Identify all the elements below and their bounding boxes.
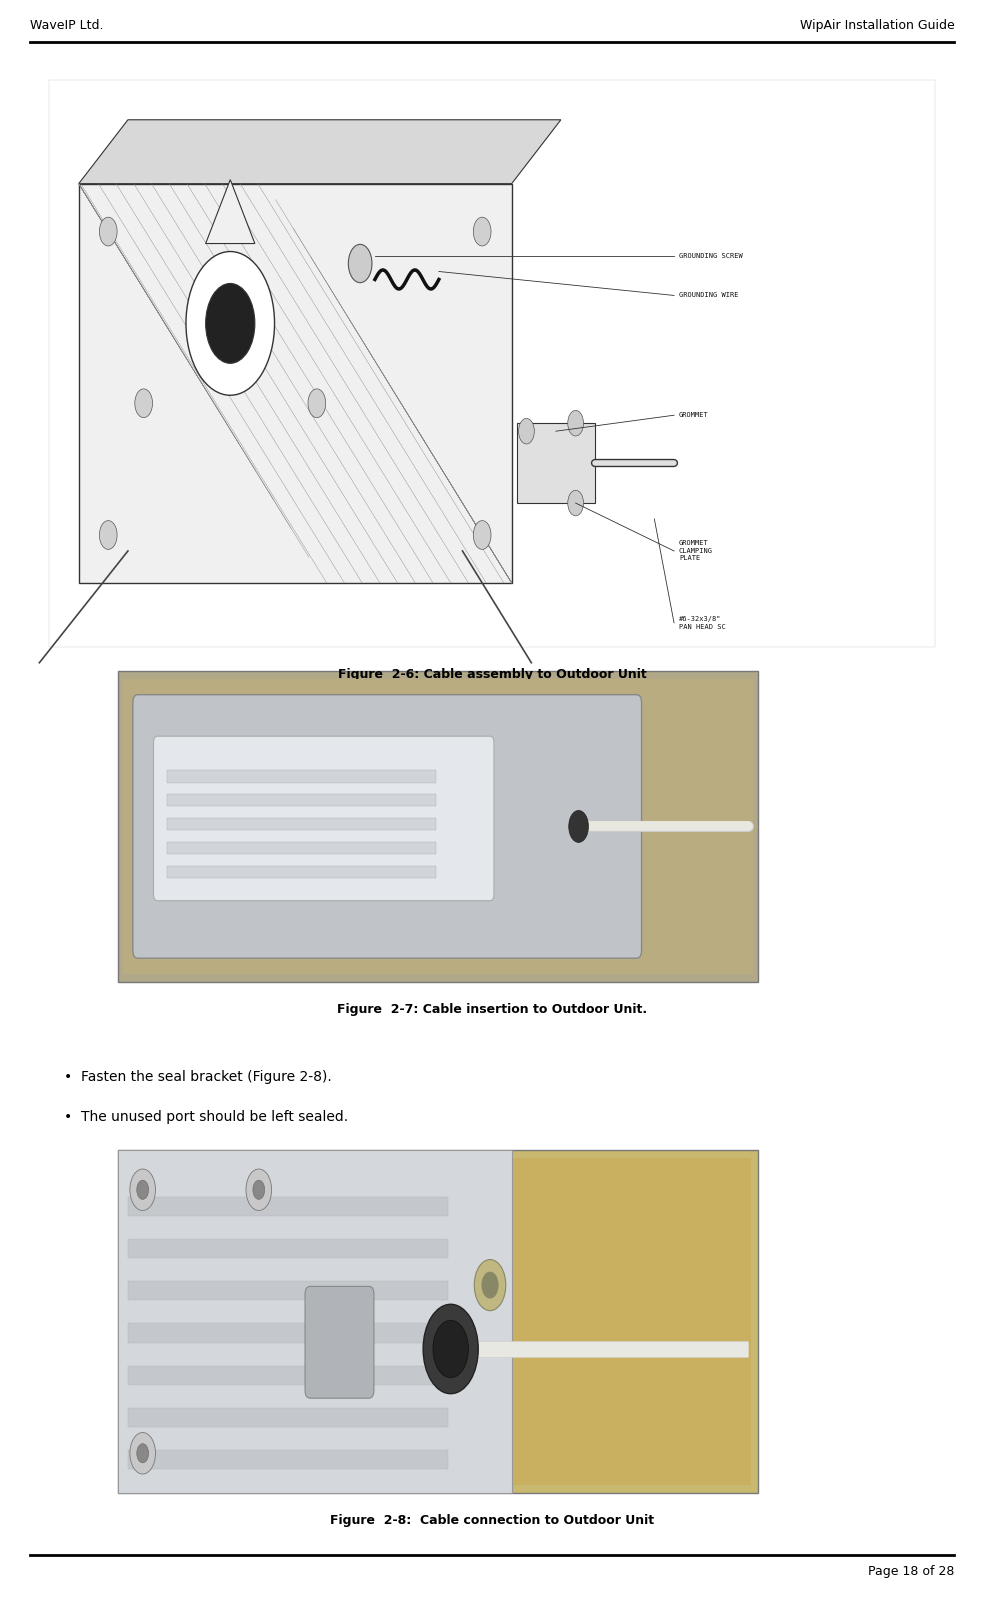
FancyBboxPatch shape: [123, 679, 753, 974]
Circle shape: [99, 521, 117, 549]
FancyBboxPatch shape: [79, 184, 512, 583]
FancyBboxPatch shape: [154, 736, 494, 901]
FancyBboxPatch shape: [128, 1239, 448, 1258]
FancyBboxPatch shape: [167, 842, 436, 854]
Circle shape: [137, 1444, 149, 1463]
Circle shape: [130, 1169, 155, 1211]
FancyBboxPatch shape: [133, 695, 642, 958]
Circle shape: [473, 217, 491, 246]
FancyBboxPatch shape: [167, 770, 436, 783]
Circle shape: [186, 251, 275, 394]
FancyBboxPatch shape: [118, 671, 758, 982]
Circle shape: [308, 388, 326, 417]
FancyBboxPatch shape: [167, 794, 436, 806]
Circle shape: [348, 244, 372, 283]
Text: •  The unused port should be left sealed.: • The unused port should be left sealed.: [64, 1110, 348, 1124]
Circle shape: [482, 1273, 498, 1298]
FancyBboxPatch shape: [128, 1281, 448, 1300]
FancyBboxPatch shape: [118, 1150, 512, 1493]
FancyBboxPatch shape: [470, 1158, 752, 1485]
Circle shape: [423, 1305, 478, 1394]
Text: Figure  2-8:  Cable connection to Outdoor Unit: Figure 2-8: Cable connection to Outdoor …: [330, 1514, 654, 1527]
Circle shape: [474, 1260, 506, 1311]
Circle shape: [519, 418, 534, 444]
Circle shape: [137, 1180, 149, 1199]
Text: #6-32x3/8"
PAN HEAD SC: #6-32x3/8" PAN HEAD SC: [679, 616, 726, 629]
Circle shape: [568, 490, 584, 516]
FancyBboxPatch shape: [128, 1365, 448, 1385]
FancyBboxPatch shape: [128, 1409, 448, 1428]
Circle shape: [569, 811, 588, 843]
Circle shape: [246, 1169, 272, 1211]
Polygon shape: [79, 120, 561, 184]
Circle shape: [433, 1321, 468, 1378]
Text: •  Fasten the seal bracket (Figure 2-8).: • Fasten the seal bracket (Figure 2-8).: [64, 1070, 332, 1084]
FancyBboxPatch shape: [118, 1150, 758, 1493]
Text: GROMMET
CLAMPING
PLATE: GROMMET CLAMPING PLATE: [679, 540, 713, 562]
FancyBboxPatch shape: [305, 1287, 374, 1399]
Circle shape: [568, 410, 584, 436]
Circle shape: [473, 521, 491, 549]
Text: Page 18 of 28: Page 18 of 28: [868, 1565, 954, 1578]
Text: Figure  2-7: Cable insertion to Outdoor Unit.: Figure 2-7: Cable insertion to Outdoor U…: [337, 1003, 647, 1016]
FancyBboxPatch shape: [167, 866, 436, 878]
FancyBboxPatch shape: [128, 1324, 448, 1343]
Circle shape: [99, 217, 117, 246]
FancyBboxPatch shape: [517, 423, 595, 503]
Circle shape: [206, 284, 255, 363]
Circle shape: [130, 1433, 155, 1474]
Circle shape: [135, 388, 153, 417]
Text: WaveIP Ltd.: WaveIP Ltd.: [30, 19, 103, 32]
Polygon shape: [206, 180, 255, 244]
Text: GROMMET: GROMMET: [679, 412, 708, 418]
Text: GROUNDING WIRE: GROUNDING WIRE: [679, 292, 738, 299]
FancyBboxPatch shape: [49, 80, 935, 647]
Text: Figure  2-6: Cable assembly to Outdoor Unit: Figure 2-6: Cable assembly to Outdoor Un…: [338, 668, 646, 680]
FancyBboxPatch shape: [167, 818, 436, 830]
FancyBboxPatch shape: [128, 1450, 448, 1469]
Circle shape: [253, 1180, 265, 1199]
Text: WipAir Installation Guide: WipAir Installation Guide: [800, 19, 954, 32]
FancyBboxPatch shape: [128, 1196, 448, 1215]
Text: GROUNDING SCREW: GROUNDING SCREW: [679, 252, 743, 259]
